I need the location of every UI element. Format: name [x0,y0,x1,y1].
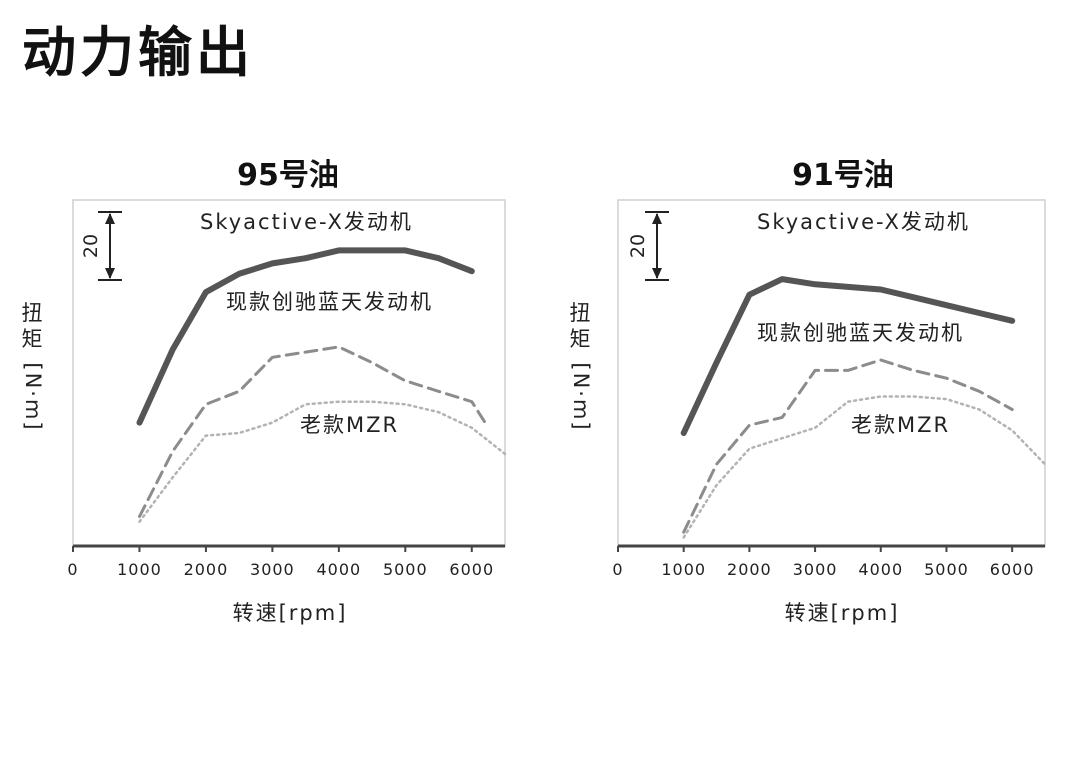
x-axis-label: 转速[rpm] [785,601,900,625]
plot-frame [72,199,506,547]
x-tick-label: 3000 [793,560,838,579]
y-axis-unit-label: [N·m] [569,362,593,431]
x-tick-label: 2000 [184,560,229,579]
series-line-0 [136,247,475,426]
x-tick-label: 6000 [449,560,494,579]
y-axis-label-char: 扭 [570,301,593,325]
series-line-0 [680,276,1016,436]
chart-title: 95号油 [237,158,339,193]
series-label-1: 现款创驰蓝天发动机 [757,321,964,345]
scale-bar: 20 [627,211,669,281]
series-line-2 [682,395,1047,539]
x-tick-label: 3000 [250,560,295,579]
x-tick-label: 0 [612,560,623,579]
scale-bar-label: 20 [627,234,649,258]
x-tick-label: 5000 [924,560,969,579]
x-tick-label: 0 [67,560,78,579]
series-line-2 [138,400,507,523]
series-label-0: Skyactive-X发动机 [200,210,413,234]
scale-bar: 20 [80,211,122,281]
x-tick-label: 1000 [661,560,706,579]
y-axis-label-char: 矩 [22,327,45,351]
plot-frame [617,199,1046,547]
x-tick-label: 4000 [316,560,361,579]
y-axis-label-char: 扭 [22,301,45,325]
series-line-1 [682,358,1014,534]
y-axis-label-char: 矩 [570,327,593,351]
x-tick-label: 6000 [990,560,1035,579]
scale-bar-label: 20 [80,234,102,258]
series-line-1 [138,345,487,518]
series-label-0: Skyactive-X发动机 [757,210,970,234]
x-tick-label: 5000 [383,560,428,579]
x-tick-label: 4000 [858,560,903,579]
x-tick-label: 2000 [727,560,772,579]
chart-title: 91号油 [792,158,894,193]
x-axis-label: 转速[rpm] [233,601,348,625]
page-title: 动力输出 [22,21,254,84]
series-label-2: 老款MZR [851,413,950,437]
x-tick-label: 1000 [117,560,162,579]
y-axis-unit-label: [N·m] [21,362,45,431]
series-label-2: 老款MZR [300,413,399,437]
series-label-1: 现款创驰蓝天发动机 [226,290,433,314]
